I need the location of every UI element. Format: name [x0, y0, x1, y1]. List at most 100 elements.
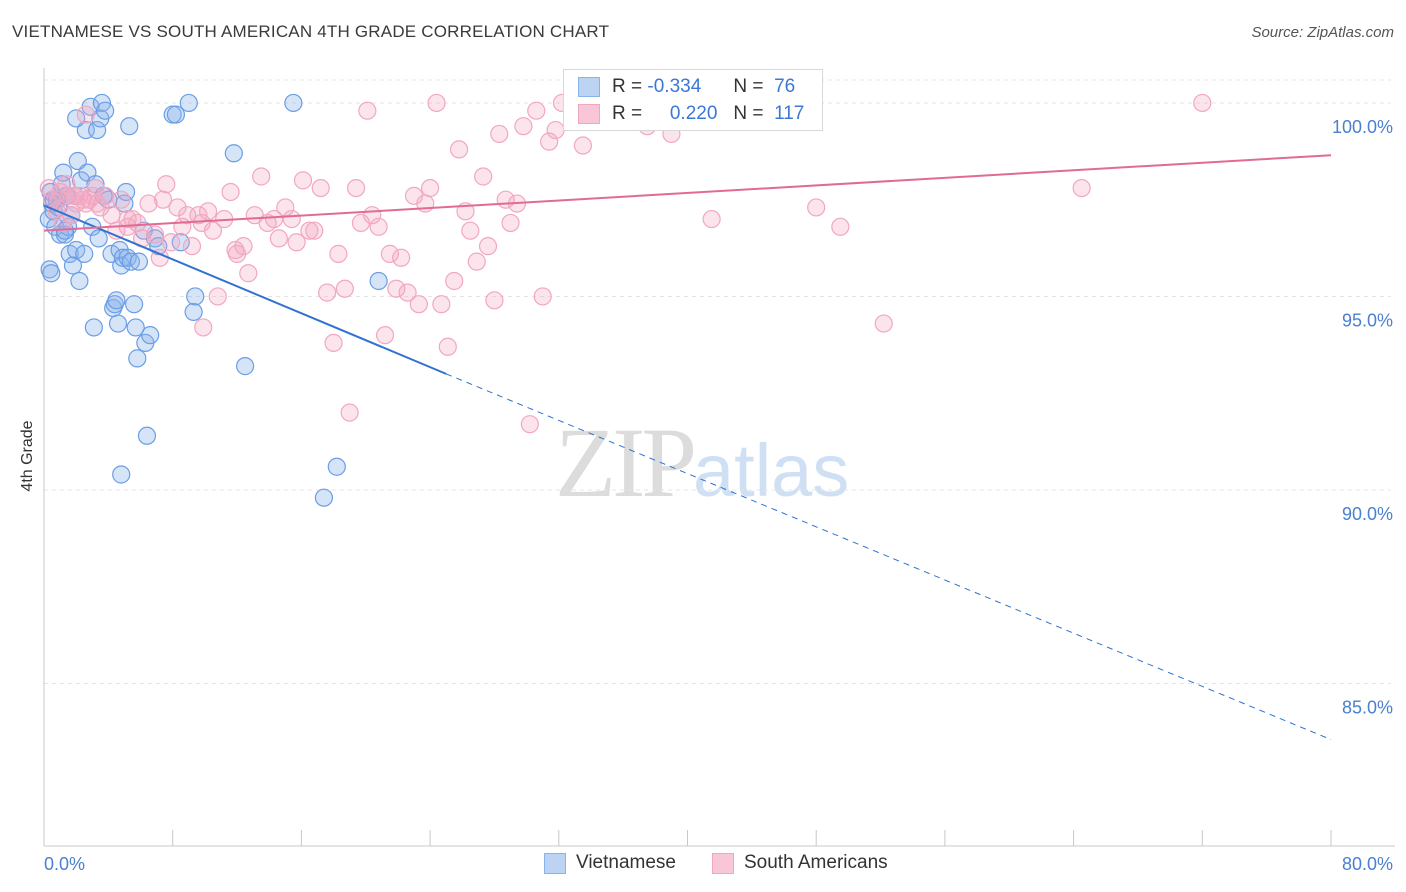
data-point-south-american — [139, 194, 158, 213]
data-point-south-american — [86, 179, 105, 198]
data-point-south-american — [300, 221, 319, 240]
stats-r-label: R = — [612, 76, 643, 97]
watermark: ZIPatlas — [555, 405, 849, 520]
legend-item-vietnamese[interactable]: Vietnamese — [544, 852, 676, 874]
data-point-vietnamese — [89, 229, 108, 248]
watermark-atlas: atlas — [693, 429, 850, 512]
data-point-vietnamese — [171, 233, 190, 252]
data-point-south-american — [474, 167, 493, 186]
data-point-vietnamese — [96, 101, 115, 120]
chart-title: VIETNAMESE VS SOUTH AMERICAN 4TH GRADE C… — [12, 22, 610, 41]
y-tick-label: 90.0% — [1342, 504, 1393, 524]
data-point-vietnamese — [126, 318, 145, 337]
data-point-south-american — [421, 179, 440, 198]
stats-row-vietnamese: R = -0.334 N = 76 — [578, 75, 795, 99]
data-point-south-american — [335, 279, 354, 298]
stats-r-value: -0.334 — [647, 76, 702, 97]
data-point-south-american — [145, 225, 165, 244]
data-point-south-american — [157, 175, 176, 194]
data-point-vietnamese — [124, 295, 144, 314]
data-point-south-american — [221, 182, 240, 202]
data-point-south-american — [1193, 93, 1212, 113]
data-point-vietnamese — [235, 357, 255, 376]
watermark-zip: ZIP — [555, 407, 697, 518]
stats-n-value: 76 — [774, 76, 796, 97]
data-point-south-american — [449, 140, 469, 159]
data-point-south-american — [432, 295, 451, 314]
data-point-south-american — [318, 283, 337, 302]
data-point-south-american — [874, 314, 893, 333]
data-point-south-american — [461, 221, 480, 240]
data-point-vietnamese — [166, 105, 186, 124]
data-point-south-american — [305, 221, 324, 240]
data-point-south-american — [490, 124, 509, 144]
data-point-south-american — [375, 326, 395, 345]
stats-swatch-vietnamese — [578, 77, 600, 97]
data-point-vietnamese — [75, 244, 94, 263]
data-point-south-american — [387, 279, 406, 298]
legend-swatch-south-american — [712, 852, 734, 874]
legend-item-south-american[interactable]: South Americans — [712, 852, 888, 874]
data-point-south-american — [182, 237, 202, 256]
data-point-south-american — [438, 337, 457, 356]
stats-swatch-south-american — [578, 104, 600, 124]
data-point-south-american — [208, 287, 227, 306]
data-point-south-american — [269, 229, 288, 248]
data-point-south-american — [546, 120, 565, 140]
axes — [43, 68, 1395, 847]
data-point-south-american — [282, 209, 301, 229]
y-tick-label: 95.0% — [1342, 310, 1393, 330]
data-point-south-american — [346, 179, 366, 198]
stats-box: R = -0.334 N = 76 R = 0.220 N = 117 — [563, 69, 823, 131]
data-point-south-american — [392, 248, 411, 267]
data-point-south-american — [369, 217, 388, 236]
chart-source: Source: ZipAtlas.com — [1251, 24, 1394, 41]
legend-swatch-vietnamese — [544, 852, 566, 874]
y-tick-label: 100.0% — [1332, 117, 1393, 137]
data-point-vietnamese — [42, 264, 61, 283]
data-point-south-american — [153, 190, 173, 209]
stats-n-label: N = — [733, 103, 764, 124]
data-point-south-american — [533, 287, 552, 306]
data-point-vietnamese — [84, 318, 103, 337]
data-point-vietnamese — [186, 287, 205, 306]
data-point-south-american — [118, 209, 137, 229]
data-point-vietnamese — [128, 349, 147, 368]
data-point-south-american — [252, 167, 271, 186]
data-point-south-american — [573, 136, 593, 155]
data-point-vietnamese — [112, 465, 131, 484]
x-tick-label: 0.0% — [44, 854, 85, 874]
data-point-vietnamese — [63, 256, 83, 275]
data-point-vietnamese — [314, 488, 334, 507]
data-point-south-american — [485, 291, 504, 310]
data-point-south-american — [501, 213, 520, 233]
data-point-south-american — [514, 117, 533, 136]
data-point-vietnamese — [184, 302, 203, 322]
data-point-vietnamese — [70, 271, 89, 291]
data-point-south-american — [527, 101, 546, 120]
data-point-vietnamese — [87, 120, 107, 140]
trend-lines — [43, 154, 1332, 741]
south-american-points — [39, 93, 1212, 434]
data-point-south-american — [239, 264, 258, 283]
data-point-south-american — [198, 202, 218, 221]
data-point-south-american — [409, 295, 428, 314]
data-point-vietnamese — [108, 314, 128, 333]
data-point-south-american — [380, 244, 399, 263]
data-point-vietnamese — [369, 271, 388, 291]
data-point-south-american — [168, 198, 187, 217]
data-point-south-american — [358, 101, 377, 120]
data-point-south-american — [520, 415, 539, 434]
stats-row-south-american: R = 0.220 N = 117 — [578, 102, 804, 126]
data-point-south-american — [293, 171, 313, 190]
data-point-south-american — [1072, 179, 1091, 198]
data-point-south-american — [65, 186, 84, 205]
data-point-south-american — [39, 179, 58, 198]
trend-line-vietnamese — [43, 204, 447, 375]
x-tick-label: 80.0% — [1342, 854, 1393, 874]
data-point-south-american — [76, 105, 95, 124]
data-point-vietnamese — [179, 93, 198, 113]
data-point-south-american — [87, 194, 107, 213]
grid-lines — [44, 79, 1391, 684]
